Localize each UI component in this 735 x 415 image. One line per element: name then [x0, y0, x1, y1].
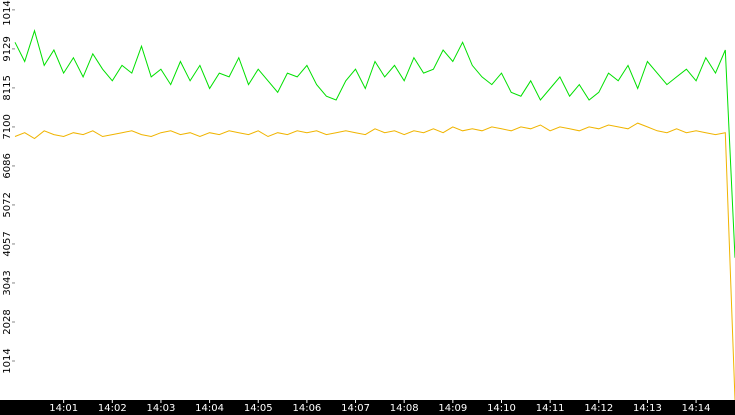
y-tick-label: 2028 — [2, 309, 13, 334]
y-tick-label: 1014 — [2, 348, 13, 373]
x-tick-label: 14:12 — [584, 403, 613, 414]
y-tick-label: 8115 — [2, 75, 13, 100]
series-line — [14, 122, 735, 401]
x-tick-label: 14:09 — [438, 403, 467, 414]
y-tick-label: 5072 — [2, 192, 13, 217]
x-tick-label: 14:14 — [682, 403, 711, 414]
y-tick-label: 7100 — [2, 114, 13, 139]
x-tick-label: 14:11 — [536, 403, 565, 414]
x-tick-label: 14:05 — [244, 403, 273, 414]
y-tick-label: 9129 — [2, 36, 13, 61]
x-axis-bar — [0, 400, 735, 415]
x-tick-label: 14:08 — [390, 403, 419, 414]
series-line — [14, 29, 735, 258]
x-tick-label: 14:03 — [147, 403, 176, 414]
x-tick-label: 14:04 — [195, 403, 224, 414]
x-tick-label: 14:01 — [49, 403, 78, 414]
x-tick-label: 14:07 — [341, 403, 370, 414]
y-tick-label: 6086 — [2, 153, 13, 178]
x-tick-label: 14:02 — [98, 403, 127, 414]
y-tick-label: 3043 — [2, 270, 13, 295]
y-tick-label: 4057 — [2, 231, 13, 256]
x-tick-label: 14:06 — [292, 403, 321, 414]
x-tick-label: 14:10 — [487, 403, 516, 414]
y-tick-label: 10144 — [2, 0, 13, 26]
x-tick-label: 14:13 — [633, 403, 662, 414]
